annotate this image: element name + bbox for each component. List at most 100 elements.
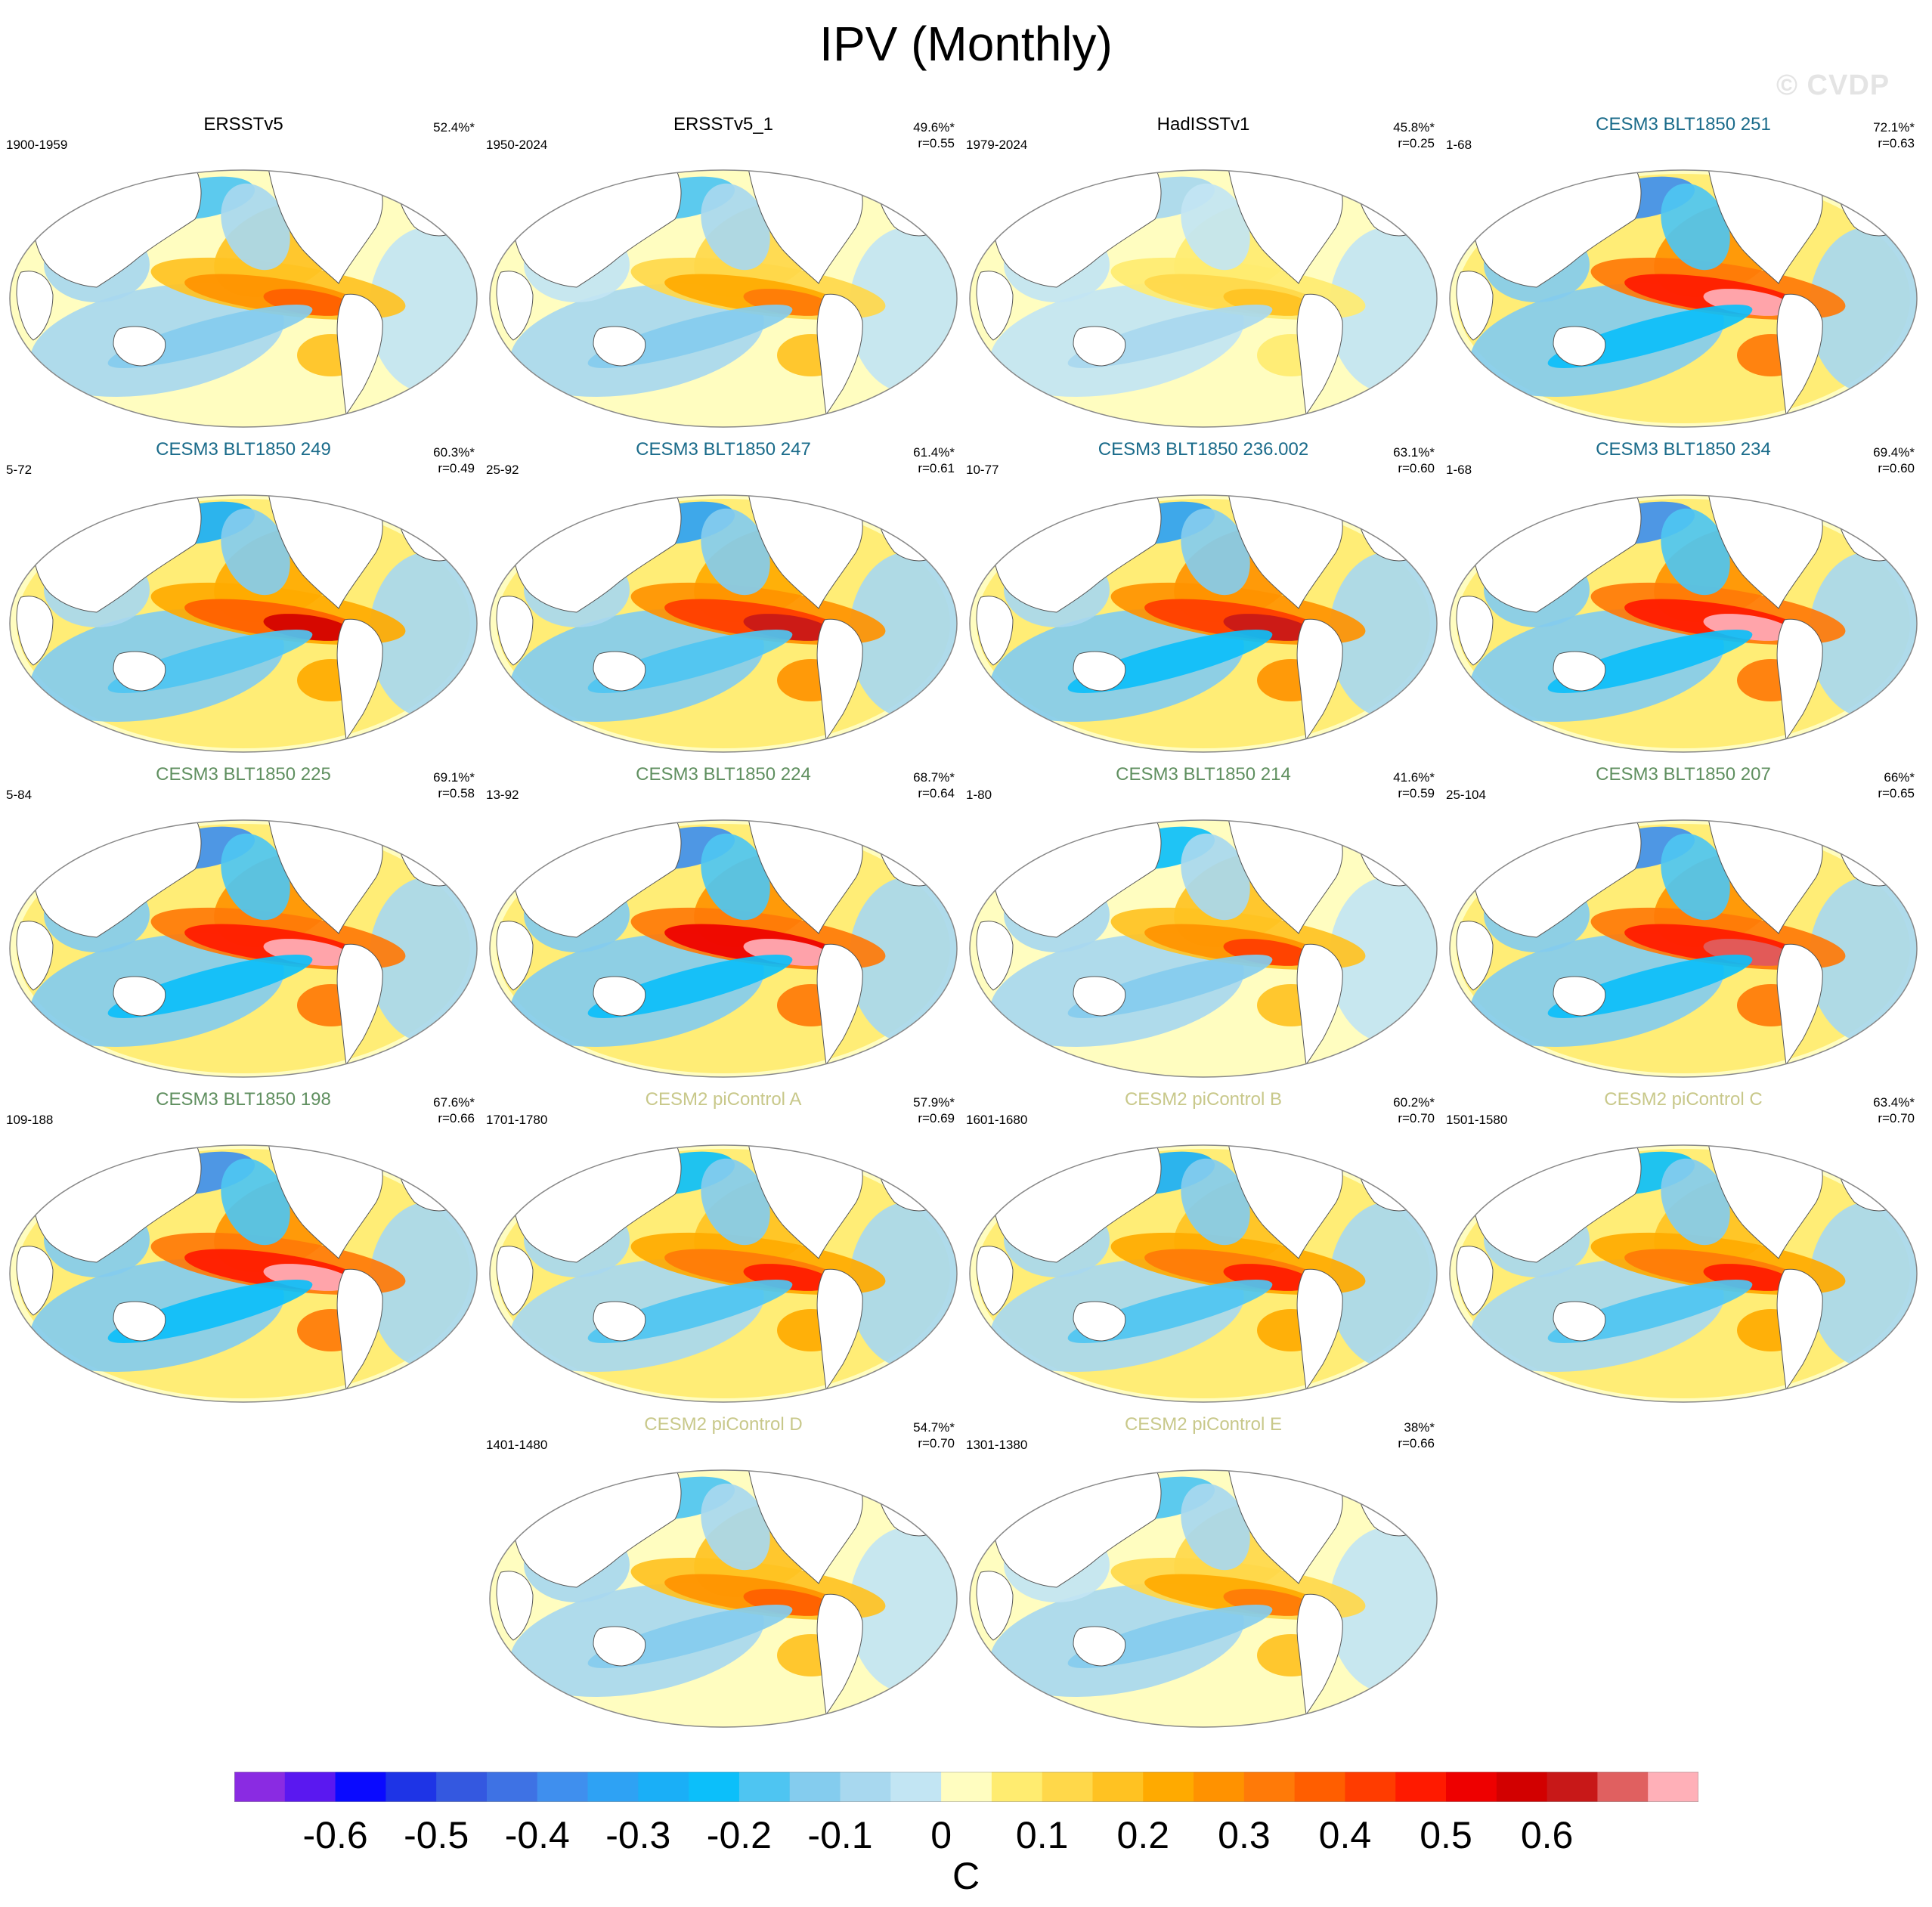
australia-landmass: [1073, 326, 1126, 367]
africa-landmass: [976, 1246, 1014, 1316]
pattern-correlation: r=0.58: [438, 786, 475, 800]
cvdp-watermark: © CVDP: [1776, 70, 1890, 101]
map-panel: CESM3 BLT1850 224 13-92 68.7%* r=0.64: [486, 763, 961, 1081]
map-panel: ERSSTv5 1900-1959 52.4%*: [6, 113, 481, 431]
panel-title: CESM2 piControl C: [1604, 1089, 1763, 1110]
variance-explained: 45.8%*: [1393, 120, 1435, 135]
greenland-landmass: [1298, 820, 1337, 825]
globe-outline: [9, 494, 478, 753]
colorbar-swatch: [436, 1772, 488, 1802]
north-america-landmass: [1226, 170, 1343, 284]
colorbar-tick-label: -0.6: [302, 1814, 368, 1856]
south-america-landmass: [1296, 293, 1343, 416]
globe-outline: [489, 1469, 958, 1728]
colorbar-swatch: [234, 1772, 286, 1802]
australia-landmass: [1553, 1301, 1606, 1342]
map-panel: CESM3 BLT1850 207 25-104 66%* r=0.65: [1446, 763, 1921, 1081]
panel-stats: 52.4%*: [433, 119, 475, 135]
colorbar-swatch: [638, 1772, 689, 1802]
colorbar-tick-label: -0.3: [605, 1814, 671, 1856]
colorbar-swatch: [941, 1772, 992, 1802]
map-panel: CESM3 BLT1850 198 109-188 67.6%* r=0.66: [6, 1088, 481, 1406]
panel-stats: 66%* r=0.65: [1878, 769, 1915, 801]
north-america-landmass: [1226, 495, 1343, 609]
africa-landmass: [1456, 596, 1494, 666]
africa-landmass: [496, 596, 534, 666]
africa-landmass: [496, 1246, 534, 1316]
map-panel: CESM3 BLT1850 225 5-84 69.1%* r=0.58: [6, 763, 481, 1081]
panel-title: CESM2 piControl D: [644, 1414, 803, 1435]
panel-title: CESM3 BLT1850 249: [156, 439, 331, 460]
globe-map: [489, 494, 958, 753]
globe-outline: [969, 169, 1438, 428]
north-america-landmass: [1226, 1470, 1343, 1584]
south-america-landmass: [336, 1268, 383, 1391]
colorbar-tick-label: 0.6: [1520, 1814, 1574, 1856]
panel-stats: 45.8%* r=0.25: [1393, 119, 1435, 151]
panel-title: CESM3 BLT1850 251: [1596, 114, 1771, 135]
africa-landmass: [976, 921, 1014, 991]
panel-title: CESM3 BLT1850 236.002: [1098, 439, 1309, 460]
variance-explained: 38%*: [1404, 1420, 1435, 1435]
south-america-landmass: [816, 943, 863, 1066]
colorbar-swatch: [789, 1772, 841, 1802]
greenland-landmass: [338, 495, 377, 500]
panel-period: 1701-1780: [486, 1113, 548, 1127]
panel-stats: 60.3%* r=0.49: [433, 444, 475, 476]
greenland-landmass: [338, 820, 377, 825]
panel-period: 1900-1959: [6, 138, 68, 152]
globe-map: [9, 1144, 478, 1403]
north-america-landmass: [266, 170, 383, 284]
australia-landmass: [593, 1301, 646, 1342]
australia-landmass: [113, 1301, 166, 1342]
panel-title: CESM3 BLT1850 207: [1596, 764, 1771, 785]
colorbar-swatch: [1597, 1772, 1649, 1802]
panel-period: 25-92: [486, 463, 519, 477]
map-panel: CESM3 BLT1850 247 25-92 61.4%* r=0.61: [486, 438, 961, 756]
panel-period: 5-84: [6, 788, 33, 802]
variance-explained: 69.4%*: [1873, 445, 1915, 460]
panel-period: 1401-1480: [486, 1438, 548, 1452]
colorbar-swatch: [1092, 1772, 1144, 1802]
north-america-landmass: [746, 820, 863, 934]
globe-map: [969, 169, 1438, 428]
globe-map: [969, 1469, 1438, 1728]
south-america-landmass: [1776, 618, 1823, 741]
globe-map: [489, 169, 958, 428]
africa-landmass: [976, 1571, 1014, 1641]
globe-outline: [969, 819, 1438, 1078]
variance-explained: 57.9%*: [913, 1095, 955, 1110]
anomaly-region: [1661, 508, 1730, 596]
south-america-landmass: [816, 1593, 863, 1716]
colorbar-swatch: [385, 1772, 437, 1802]
globe-outline: [1449, 1144, 1918, 1403]
panel-title: CESM2 piControl B: [1124, 1089, 1283, 1110]
map-panel: CESM3 BLT1850 234 1-68 69.4%* r=0.60: [1446, 438, 1921, 756]
globe-map: [969, 1144, 1438, 1403]
australia-landmass: [593, 976, 646, 1017]
variance-explained: 72.1%*: [1873, 120, 1915, 135]
globe-outline: [489, 819, 958, 1078]
panel-title: ERSSTv5_1: [673, 114, 774, 135]
australia-landmass: [593, 1626, 646, 1667]
panel-title: CESM3 BLT1850 247: [636, 439, 811, 460]
colorbar-tick-label: 0.2: [1116, 1814, 1170, 1856]
anomaly-region: [221, 508, 290, 596]
pattern-correlation: r=0.55: [918, 136, 955, 150]
australia-landmass: [1553, 976, 1606, 1017]
australia-landmass: [113, 651, 166, 692]
variance-explained: 52.4%*: [433, 120, 475, 135]
greenland-landmass: [1778, 1145, 1817, 1150]
panel-stats: 69.1%* r=0.58: [433, 769, 475, 801]
north-america-landmass: [1706, 820, 1823, 934]
map-panel: HadISSTv1 1979-2024 45.8%* r=0.25: [966, 113, 1441, 431]
africa-landmass: [496, 1571, 534, 1641]
globe-outline: [9, 819, 478, 1078]
panel-period: 5-72: [6, 463, 33, 477]
africa-landmass: [976, 271, 1014, 341]
panel-period: 1950-2024: [486, 138, 548, 152]
australia-landmass: [1073, 1626, 1126, 1667]
south-america-landmass: [816, 293, 863, 416]
africa-landmass: [16, 1246, 54, 1316]
panel-stats: 68.7%* r=0.64: [913, 769, 955, 801]
